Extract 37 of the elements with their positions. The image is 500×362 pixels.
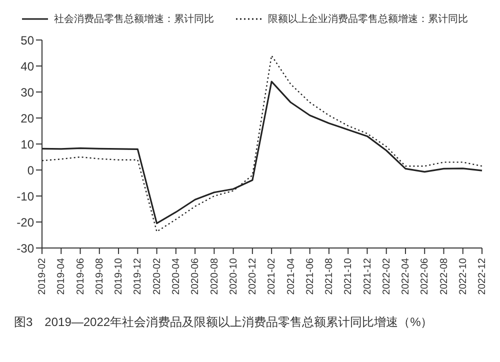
x-tick-label: 2020-10 (228, 258, 240, 295)
y-tick-label: 10 (20, 137, 34, 152)
x-tick-label: 2019-10 (114, 258, 125, 295)
x-tick-label: 2022-12 (477, 258, 488, 295)
caption: 图3 2019—2022年社会消费品及限额以上消费品零售总额累计同比增速（%） (13, 314, 434, 331)
legend-label: 社会消费品零售总额增速：累计同比 (54, 12, 214, 26)
x-tick-label: 2019-06 (75, 258, 86, 295)
legend-label: 限额以上企业消费品零售总额增速：累计同比 (268, 12, 468, 26)
x-tick-label: 2022-08 (438, 258, 450, 295)
x-tick-label: 2020-04 (171, 258, 182, 295)
x-tick-label: 2021-04 (286, 258, 297, 295)
x-tick-label: 2019-04 (56, 258, 68, 295)
x-tick-label: 2021-02 (266, 258, 278, 295)
line-series (41, 55, 483, 232)
y-tick-label: 0 (27, 163, 34, 178)
y-tick-label: 40 (20, 59, 34, 74)
x-tick-label: 2021-12 (362, 258, 374, 295)
x-tick-label: 2022-04 (400, 258, 412, 295)
y-tick-label: -10 (16, 189, 34, 204)
y-tick-label: -30 (16, 241, 34, 256)
x-tick-label: 2022-06 (420, 258, 431, 295)
x-tick-label: 2021-10 (343, 258, 354, 295)
x-tick-label: 2022-10 (458, 258, 469, 295)
x-tick-label: 2020-06 (190, 258, 202, 295)
x-tick-label: 2019-02 (37, 258, 48, 295)
y-tick-label: 50 (20, 33, 34, 48)
x-tick-label: 2019-08 (94, 258, 106, 295)
x-tick-label: 2022-02 (381, 258, 392, 295)
y-tick-label: -20 (16, 215, 34, 230)
y-tick-label: 30 (20, 85, 34, 100)
x-tick-label: 2021-08 (324, 258, 336, 295)
x-tick-label: 2020-08 (209, 258, 220, 295)
x-tick-label: 2020-12 (248, 258, 259, 295)
x-tick-label: 2019-12 (132, 258, 144, 295)
y-tick-label: 20 (20, 111, 34, 126)
x-tick-label: 2020-02 (152, 258, 163, 295)
x-tick-label: 2021-06 (304, 258, 316, 295)
